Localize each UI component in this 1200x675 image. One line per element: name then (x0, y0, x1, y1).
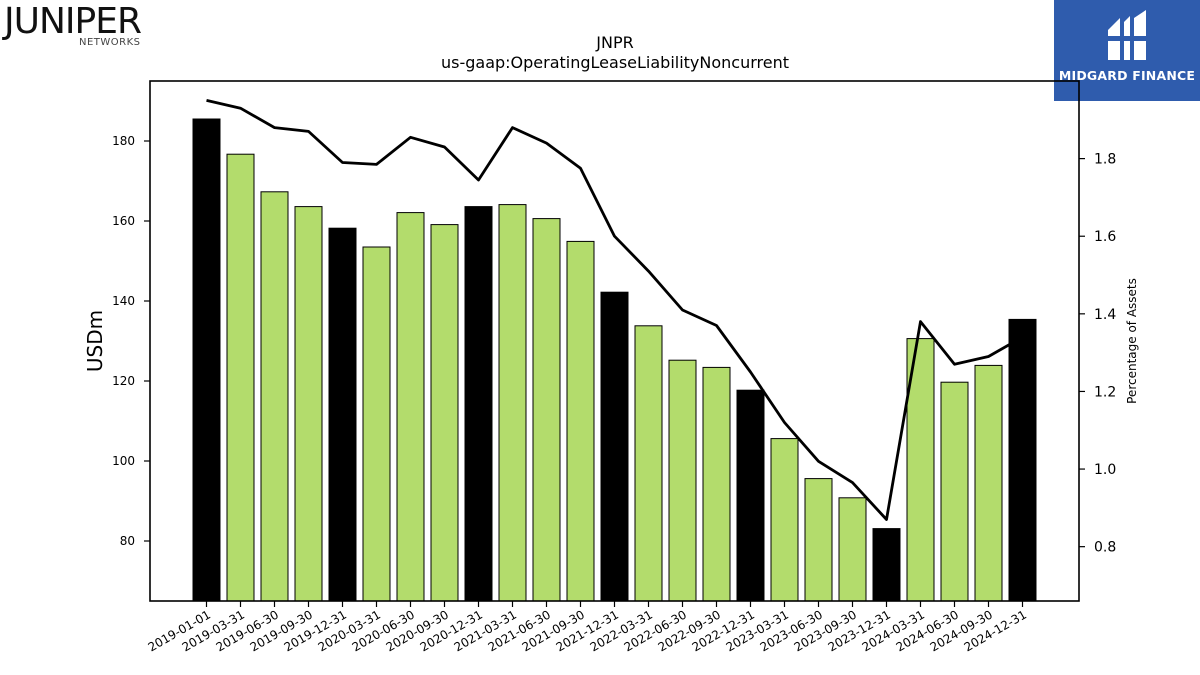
bar-2021-06-30 (532, 218, 561, 602)
y2-tick-label: 1.0 (1094, 462, 1116, 478)
bar-2021-09-30 (566, 240, 595, 602)
y2-tick-label: 1.2 (1094, 384, 1116, 400)
bar-2022-03-31 (634, 325, 663, 602)
bar-2020-12-31 (464, 206, 493, 602)
bar-2021-12-31 (600, 291, 629, 602)
juniper-logo: JUNIPER NETWORKS (4, 2, 164, 50)
bar-2023-03-31 (770, 438, 799, 602)
midgard-mark-icon (1106, 10, 1148, 60)
bar-2020-06-30 (396, 212, 425, 602)
y-axis-label: USDm (83, 310, 107, 372)
bar-2022-09-30 (702, 366, 731, 602)
bar-2024-06-30 (940, 381, 969, 602)
y2-tick-label: 1.6 (1094, 229, 1116, 245)
y-tick-label: 140 (112, 294, 135, 308)
bar-2022-06-30 (668, 359, 697, 602)
bar-2023-12-31 (872, 528, 901, 602)
y-tick-label: 160 (112, 214, 135, 228)
bar-2020-09-30 (430, 224, 459, 602)
bar-2019-01-01 (192, 118, 221, 602)
midgard-finance-text: MIDGARD FINANCE (1058, 68, 1196, 83)
bar-2024-12-31 (1008, 318, 1037, 602)
y-axis-ticks: 80 100 120 140 160 180 (112, 134, 150, 548)
bar-2019-03-31 (226, 153, 255, 602)
y2-axis-label: Percentage of Assets (1125, 278, 1139, 404)
x-axis-ticks: 2019-01-012019-03-312019-06-302019-09-30… (146, 601, 1029, 654)
bar-2020-03-31 (362, 246, 391, 602)
y2-axis-ticks: 0.8 1.0 1.2 1.4 1.6 1.8 (1079, 152, 1116, 556)
bar-2023-09-30 (838, 497, 867, 602)
bar-2024-09-30 (974, 364, 1003, 602)
bar-2019-12-31 (328, 227, 357, 602)
y-tick-label: 180 (112, 134, 135, 148)
bar-2019-06-30 (260, 191, 289, 602)
percentage-line (206, 99, 1024, 521)
plot-frame (149, 80, 1080, 602)
bar-2023-06-30 (804, 478, 833, 602)
y-tick-label: 100 (112, 454, 135, 468)
bar-series (192, 118, 1037, 602)
y-tick-label: 80 (120, 534, 135, 548)
chart-title: JNPR (595, 33, 633, 52)
chart-subtitle: us-gaap:OperatingLeaseLiabilityNoncurren… (441, 53, 789, 72)
bar-2022-12-31 (736, 389, 765, 602)
y2-tick-label: 1.8 (1094, 152, 1116, 168)
juniper-logo-sub: NETWORKS (79, 37, 141, 48)
y2-tick-label: 1.4 (1094, 307, 1116, 323)
juniper-logo-word: JUNIPER (4, 1, 142, 42)
y2-tick-label: 0.8 (1094, 540, 1116, 556)
bar-2021-03-31 (498, 204, 527, 602)
bar-2019-09-30 (294, 206, 323, 602)
y-tick-label: 120 (112, 374, 135, 388)
